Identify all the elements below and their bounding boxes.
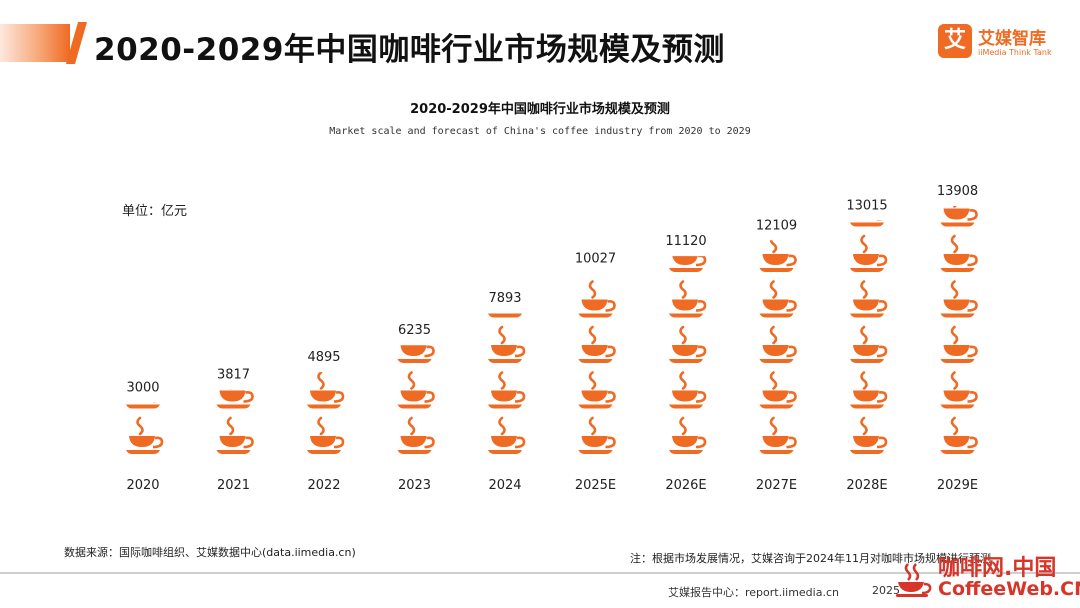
coffee-cup-icon [850,325,888,363]
coffee-cup-icon [488,325,526,363]
footer-divider [0,572,1080,574]
coffee-cup-icon [759,240,797,272]
coffee-cup-icon [307,416,345,454]
x-tick-label: 2022 [307,478,340,493]
footer-year: 2025 [872,584,900,597]
coffee-cup-icon [307,372,345,409]
coffee-cup-icon [850,220,884,227]
x-tick-label: 2024 [488,478,521,493]
chart-title: 2020-2029年中国咖啡行业市场规模及预测 [410,102,670,117]
data-label: 13015 [846,198,887,213]
coffeeweb-watermark: 咖啡网.中国 CoffeeWeb.CN [894,548,1080,608]
x-tick-label: 2029E [937,478,978,493]
header-accent-band [0,24,70,62]
coffee-cup-icon [759,325,797,363]
watermark-line1: 咖啡网.中国 [938,556,1057,581]
data-label: 4895 [307,350,340,365]
coffee-cup-icon [669,256,707,272]
coffee-cup-icon [488,371,526,409]
coffee-cup-icon [216,389,254,409]
coffee-cup-icon [488,416,526,454]
coffee-cup-icon [578,325,616,363]
coffee-cup-icon [126,402,160,409]
forecast-note: 注：根据市场发展情况，艾媒咨询于2024年11月对咖啡市场规模进行预测 [630,552,991,565]
coffee-cup-icon [940,371,978,409]
coffee-cup-icon [850,371,888,409]
brand-subtitle: iiMedia Think Tank [978,48,1052,57]
x-tick-label: 2028E [846,478,887,493]
coffee-cup-icon [578,371,616,409]
footer-report-center: 艾媒报告中心：report.iimedia.cn [668,586,839,599]
x-tick-label: 2026E [665,478,706,493]
data-label: 3817 [217,367,250,382]
coffee-cup-icon [669,325,707,363]
coffee-cup-icon [850,280,888,318]
coffee-cup-icon [578,416,616,454]
coffee-cup-icon [940,416,978,454]
data-label: 6235 [398,323,431,338]
coffee-cup-icon [940,205,978,227]
x-tick-label: 2025E [575,478,616,493]
coffee-cup-icon [669,371,707,409]
coffee-cup-icon [397,416,435,454]
coffee-cup-icon [940,280,978,318]
brand-name: 艾媒智库 [978,29,1046,49]
x-tick-label: 2020 [126,478,159,493]
coffee-cup-icon [759,416,797,454]
coffee-cup-icon [759,371,797,409]
coffee-cup-icon [578,280,616,318]
data-source: 数据来源：国际咖啡组织、艾媒数据中心(data.iimedia.cn) [64,546,356,559]
data-label: 11120 [665,234,706,249]
data-label: 12109 [756,218,797,233]
coffee-cup-icon [850,234,888,272]
coffee-cup-icon [759,280,797,318]
coffee-cup-icon [940,325,978,363]
chart-subtitle: Market scale and forecast of China's cof… [329,126,751,137]
coffee-cup-icon [126,416,164,454]
page-title: 2020-2029年中国咖啡行业市场规模及预测 [94,32,725,68]
brand-logo-block: 艾 艾媒智库 iiMedia Think Tank [938,24,1068,64]
coffee-cup-icon [940,234,978,272]
coffee-cup-icon [397,345,435,363]
brand-logo-icon: 艾 [938,24,972,58]
data-label: 10027 [575,252,616,267]
coffee-cup-icon [216,416,254,454]
data-label: 3000 [126,381,159,396]
watermark-cup-icon [896,563,932,597]
data-label: 13908 [937,184,978,199]
coffee-cup-icon [850,416,888,454]
data-label: 7893 [488,291,521,306]
coffee-cup-icon [669,416,707,454]
coffee-cup-icon [397,371,435,409]
x-tick-label: 2021 [217,478,250,493]
x-tick-label: 2023 [398,478,431,493]
watermark-line2: CoffeeWeb.CN [938,578,1080,600]
coffee-cup-icon [488,313,522,318]
x-tick-label: 2027E [756,478,797,493]
unit-label: 单位：亿元 [122,204,188,219]
coffee-cup-icon [669,280,707,318]
